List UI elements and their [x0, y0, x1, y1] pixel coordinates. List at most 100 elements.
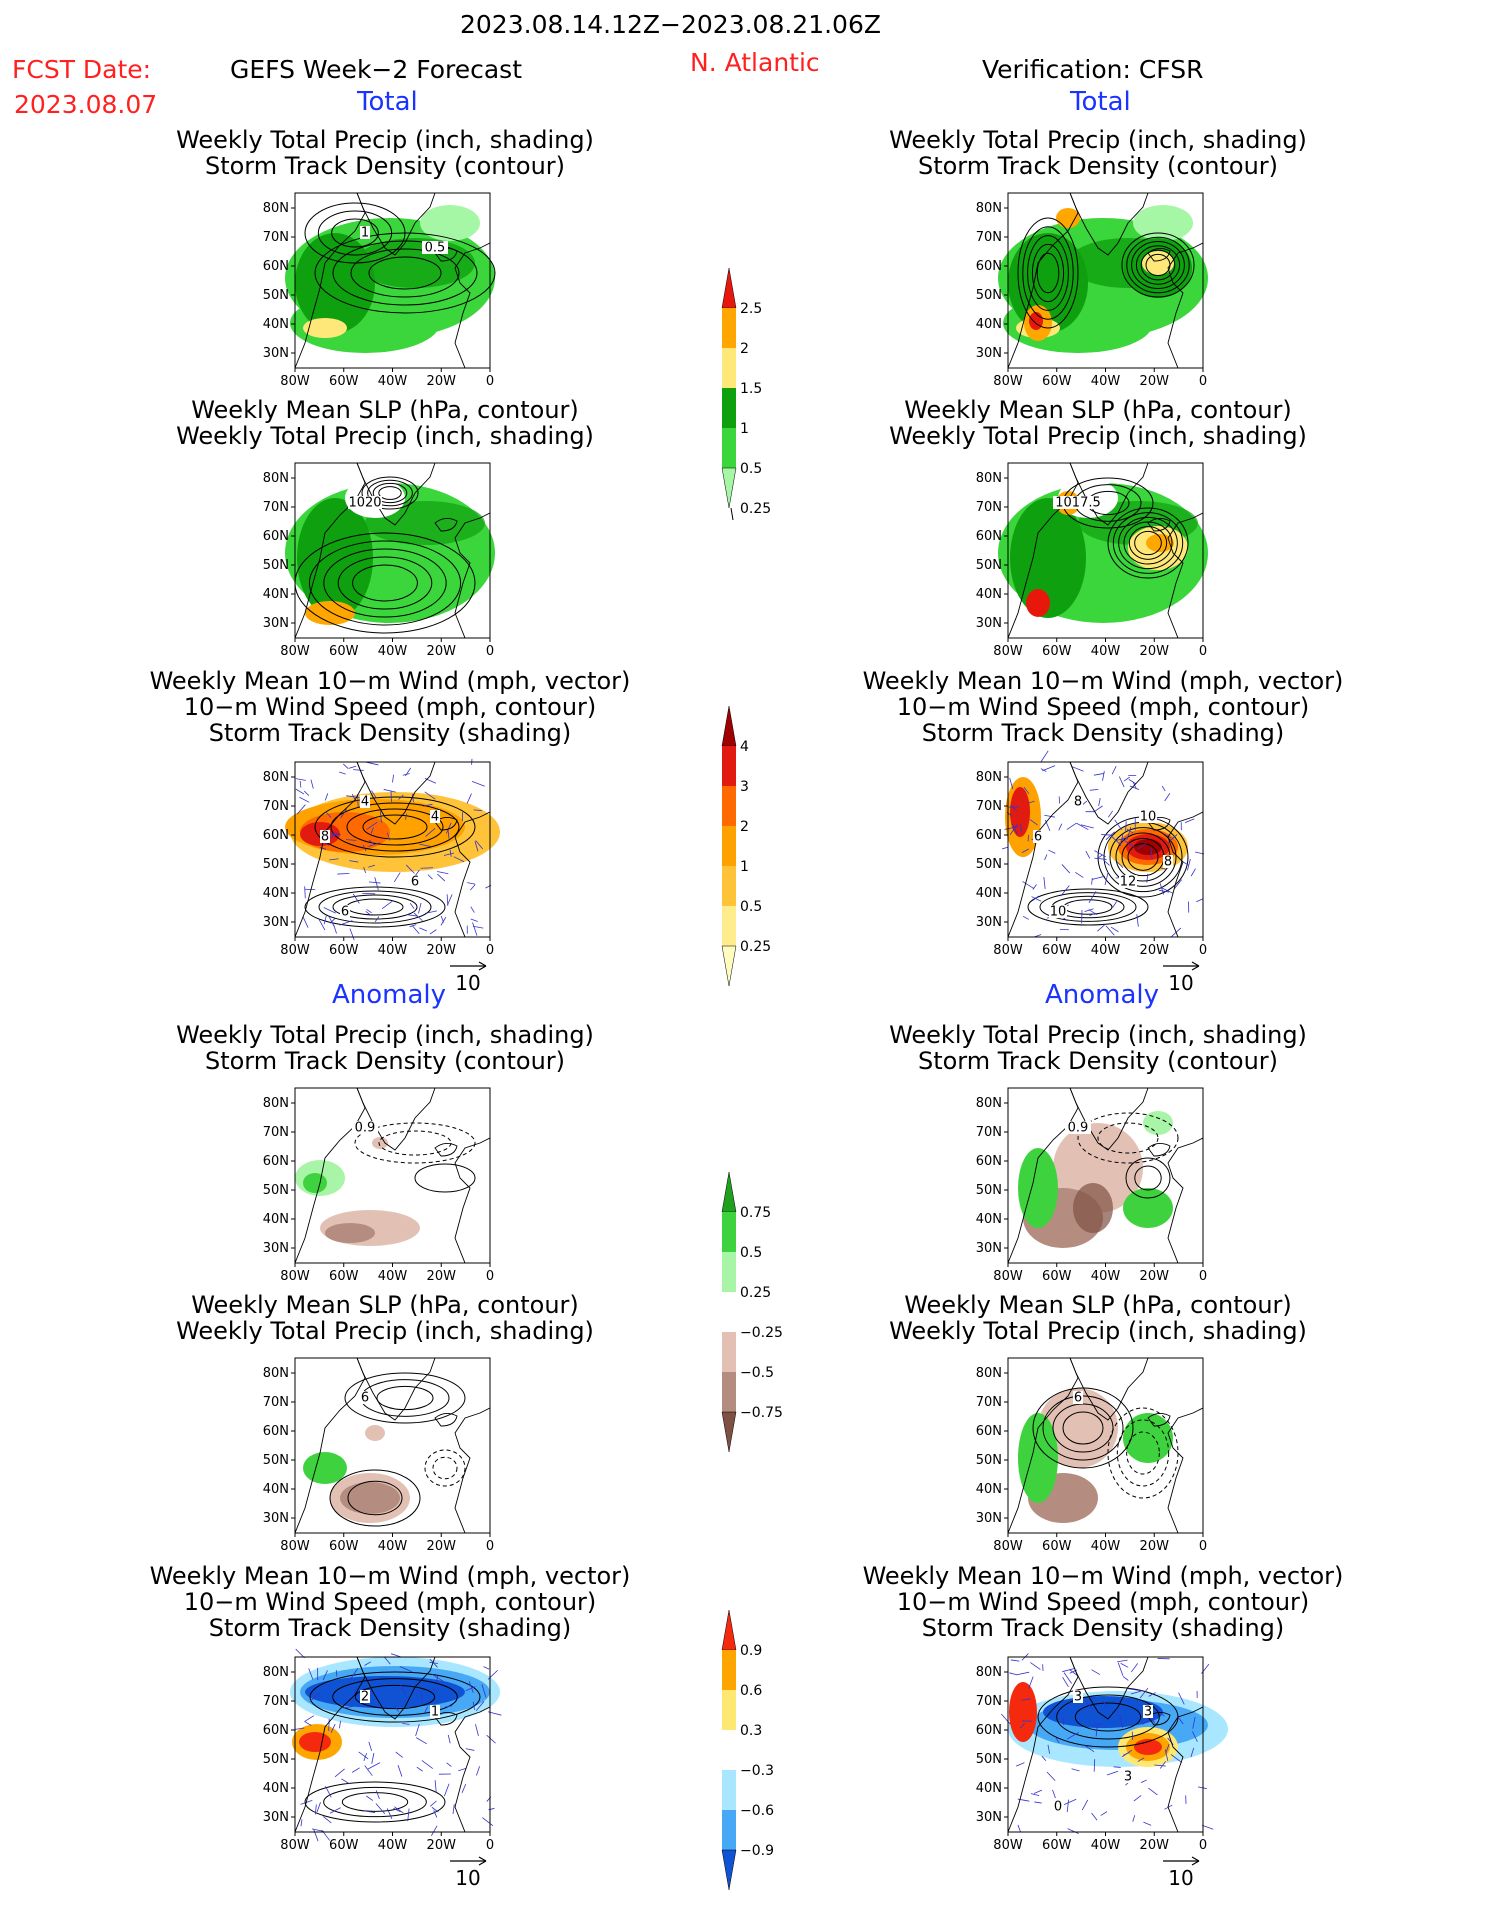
wind-speed-contour	[330, 802, 460, 852]
wind-vector	[1111, 766, 1117, 775]
verification-title: Verification: CFSR	[982, 55, 1204, 84]
map-cfsr-total-slp: 1017.5 80N 70N 60N 50N 40N 30N 80W 60W 40W 20W 0	[976, 462, 1208, 659]
slp-contour	[352, 564, 418, 602]
lat-tick-label: 30N	[976, 1511, 1002, 1526]
fcst-date-label: FCST Date:	[12, 55, 152, 84]
lon-tick-label: 40W	[378, 943, 408, 958]
wind-speed-contour	[318, 890, 432, 924]
wind-vector	[1126, 828, 1134, 834]
wind-speed-contour	[1109, 827, 1177, 887]
title-line: 10−m Wind Speed (mph, contour)	[183, 693, 597, 721]
wind-vector	[475, 1724, 479, 1736]
colorbar-segment	[722, 866, 736, 906]
wind-vector	[1158, 889, 1170, 893]
contour-label: 8	[321, 830, 329, 845]
contour-label-bg	[360, 795, 370, 808]
wind-vector	[370, 827, 374, 834]
wind-vector	[353, 769, 364, 771]
wind-vector	[296, 804, 306, 815]
colorbar-label: 2.5	[740, 301, 762, 317]
wind-vector	[316, 1802, 321, 1813]
lat-tick-label: 40N	[976, 1781, 1002, 1796]
colorbar-arrow-bottom	[721, 467, 737, 509]
wind-vector	[294, 1727, 305, 1730]
wind-vector	[392, 774, 394, 783]
wind-vector	[328, 916, 335, 927]
precip-anom-shade	[1018, 1413, 1058, 1503]
colorbar-track-total: 4 3 2 1 0.5 0.25	[721, 705, 771, 987]
wind-vector	[1091, 877, 1093, 885]
colorbar-segment	[722, 906, 736, 946]
wind-vector	[324, 793, 329, 801]
wind-vector	[323, 915, 327, 925]
wind-vector	[1093, 773, 1105, 776]
title-line: Weekly Mean 10−m Wind (mph, vector)	[149, 667, 631, 695]
contour-label: 0.5	[425, 241, 446, 256]
wind-vector	[1098, 798, 1101, 807]
wind-vector	[1031, 896, 1042, 902]
lon-tick-label: 80W	[993, 1269, 1023, 1284]
precip-anom-shade	[1143, 1111, 1173, 1135]
wind-vector	[1084, 1700, 1093, 1710]
lon-tick-label: 60W	[329, 1269, 359, 1284]
title-line: 10−m Wind Speed (mph, contour)	[183, 1588, 597, 1616]
lon-tick-label: 0	[1199, 1539, 1207, 1554]
storm-track-contour	[1126, 236, 1190, 294]
wind-vector	[1150, 848, 1153, 860]
wind-vector	[352, 1687, 358, 1697]
lon-tick-label: 0	[1199, 943, 1207, 958]
wind-vector	[362, 844, 367, 852]
colorbar-arrow-top	[721, 705, 737, 747]
wind-vector	[386, 832, 391, 841]
colorbar-arrow-top	[721, 1609, 737, 1651]
wind-vector	[470, 918, 478, 922]
wind-vector	[1081, 1799, 1089, 1811]
contour-label: 2	[361, 1690, 369, 1705]
contour-label-bg	[1065, 1121, 1091, 1134]
storm-track-anom-contour	[1077, 1112, 1179, 1164]
wind-vector	[425, 910, 438, 914]
lat-tick-label: 60N	[263, 529, 289, 544]
lat-tick-label: 40N	[976, 587, 1002, 602]
wind-vector	[1100, 1811, 1108, 1816]
lat-tick-label: 80N	[976, 1366, 1002, 1381]
wind-vector	[415, 1724, 420, 1737]
colorbar-segment	[722, 308, 736, 348]
lat-tick-label: 50N	[976, 558, 1002, 573]
title-line: Weekly Total Precip (inch, shading)	[176, 422, 594, 450]
map-field: 8 10 10 12 6 8	[1002, 750, 1205, 938]
lon-tick-label: 0	[1199, 374, 1207, 389]
lon-tick-label: 60W	[1042, 1539, 1072, 1554]
wind-vector	[343, 763, 349, 769]
wind-vector	[1002, 846, 1009, 850]
lon-tick-label: 80W	[280, 1269, 310, 1284]
wind-vector	[486, 1734, 496, 1744]
lat-tick-label: 70N	[263, 1694, 289, 1709]
slp-contour	[372, 482, 408, 504]
wind-vector	[483, 1666, 490, 1670]
wind-vector	[1128, 1688, 1141, 1692]
wind-vector	[413, 912, 423, 922]
lon-tick-label: 80W	[993, 644, 1023, 659]
coastline	[356, 1357, 436, 1421]
map-field	[998, 192, 1208, 369]
wind-anom-contour	[1056, 1694, 1160, 1740]
title-cfsr-anom-precip: Weekly Total Precip (inch, shading) Stor…	[858, 1022, 1338, 1074]
wind-vector	[1160, 867, 1167, 870]
colorbar-segment	[722, 1650, 736, 1690]
wind-vector	[295, 788, 305, 795]
contour-label-bg	[352, 1121, 378, 1134]
wind-vector	[449, 849, 452, 857]
wind-vector	[424, 791, 436, 800]
wind-vector	[364, 1765, 373, 1776]
precip-anom-shade	[372, 1137, 388, 1149]
wind-vector	[311, 1828, 324, 1832]
wind-vector	[447, 894, 453, 906]
lat-tick-label: 40N	[263, 1781, 289, 1796]
wind-vector	[1089, 912, 1096, 916]
wind-vector	[405, 813, 407, 820]
slp-contour	[337, 556, 433, 610]
precip-anom-shade	[303, 1173, 327, 1193]
lat-tick-label: 50N	[976, 288, 1002, 303]
lat-tick-label: 80N	[263, 770, 289, 785]
